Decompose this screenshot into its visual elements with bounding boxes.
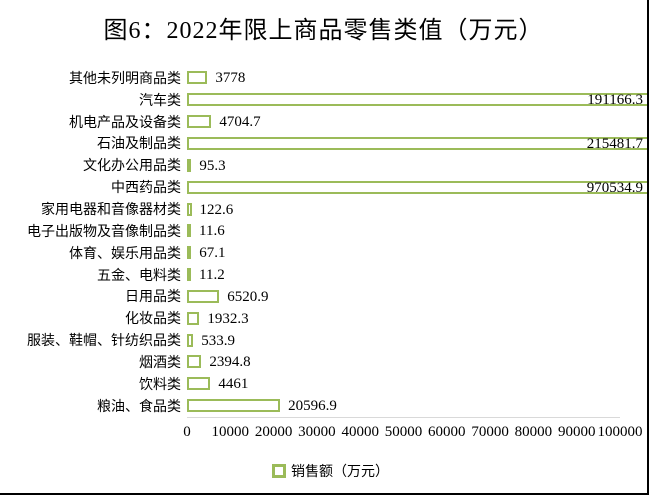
category-label: 机电产品及设备类 bbox=[69, 113, 181, 130]
category-label: 石油及制品类 bbox=[97, 135, 181, 152]
x-tick-label: 70000 bbox=[471, 424, 509, 440]
category-label: 文化办公用品类 bbox=[83, 157, 181, 174]
category-label: 中西药品类 bbox=[111, 179, 181, 196]
x-tick-label: 60000 bbox=[428, 424, 466, 440]
bar bbox=[187, 224, 192, 238]
value-label: 2394.8 bbox=[209, 354, 251, 371]
chart-row: 烟酒类 2394.8 bbox=[0, 351, 647, 373]
value-label: 122.6 bbox=[199, 201, 234, 218]
value-label: 215481.7 bbox=[586, 135, 643, 152]
bar bbox=[187, 333, 194, 347]
bar bbox=[187, 399, 281, 413]
category-label: 其他未列明商品类 bbox=[69, 69, 181, 86]
category-label: 化妆品类 bbox=[125, 310, 181, 327]
value-label: 4704.7 bbox=[219, 114, 261, 131]
bar bbox=[187, 115, 212, 129]
value-label: 3778 bbox=[215, 70, 246, 87]
value-label: 95.3 bbox=[199, 157, 226, 174]
bar bbox=[187, 136, 647, 150]
category-label: 家用电器和音像器材类 bbox=[41, 201, 181, 218]
value-label: 191166.3 bbox=[587, 92, 643, 109]
bar bbox=[187, 93, 647, 107]
x-tick-label: 10000 bbox=[211, 424, 250, 440]
x-tick-label: 100000 bbox=[597, 424, 643, 440]
bar bbox=[187, 71, 208, 85]
bar bbox=[187, 180, 647, 194]
chart-row: 家用电器和音像器材类 122.6 bbox=[0, 198, 647, 220]
x-tick-label: 50000 bbox=[384, 424, 423, 440]
category-label: 饮料类 bbox=[139, 375, 181, 392]
value-label: 970534.9 bbox=[586, 179, 643, 196]
category-label: 日用品类 bbox=[125, 288, 181, 305]
bar bbox=[187, 311, 200, 325]
bar bbox=[187, 246, 192, 260]
bar bbox=[187, 158, 192, 172]
legend-entry: 销售额（万元） bbox=[272, 461, 389, 481]
value-label: 533.9 bbox=[201, 332, 236, 349]
chart-row: 文化办公用品类 95.3 bbox=[0, 154, 647, 176]
x-tick-label: 90000 bbox=[557, 424, 596, 440]
chart-row: 粮油、食品类 20596.9 bbox=[0, 395, 647, 417]
category-label: 五金、电料类 bbox=[97, 266, 181, 283]
value-label: 1932.3 bbox=[207, 310, 249, 327]
value-label: 67.1 bbox=[199, 245, 226, 262]
category-label: 电子出版物及音像制品类 bbox=[27, 222, 181, 239]
value-label: 20596.9 bbox=[288, 398, 337, 415]
chart-row: 服装、鞋帽、针纺织品类 533.9 bbox=[0, 329, 647, 351]
chart-row: 机电产品及设备类 4704.7 bbox=[0, 111, 647, 133]
chart-row: 五金、电料类 11.2 bbox=[0, 264, 647, 286]
x-tick-label: 30000 bbox=[298, 424, 336, 440]
legend-swatch-icon bbox=[272, 464, 286, 478]
chart-row: 石油及制品类 215481.7 bbox=[0, 133, 647, 155]
x-tick-label: 40000 bbox=[341, 424, 379, 440]
bar bbox=[187, 202, 192, 216]
x-tick-label: 20000 bbox=[254, 424, 293, 440]
category-label: 体育、娱乐用品类 bbox=[69, 244, 181, 261]
x-tick-label: 0 bbox=[183, 424, 191, 440]
chart-row: 化妆品类 1932.3 bbox=[0, 307, 647, 329]
chart-row: 饮料类 4461 bbox=[0, 373, 647, 395]
chart-row: 其他未列明商品类 3778 bbox=[0, 67, 647, 89]
category-label: 汽车类 bbox=[139, 91, 181, 108]
chart-row: 电子出版物及音像制品类 11.6 bbox=[0, 220, 647, 242]
bar bbox=[187, 377, 211, 391]
category-label: 粮油、食品类 bbox=[97, 397, 181, 414]
chart-row: 中西药品类 970534.9 bbox=[0, 176, 647, 198]
value-label: 11.6 bbox=[199, 223, 225, 240]
bar bbox=[187, 289, 220, 303]
chart-row: 体育、娱乐用品类 67.1 bbox=[0, 242, 647, 264]
chart-title: 图6：2022年限上商品零售类值（万元） bbox=[103, 18, 544, 44]
category-label: 服装、鞋帽、针纺织品类 bbox=[27, 332, 181, 349]
bar bbox=[187, 268, 192, 282]
value-label: 4461 bbox=[218, 376, 249, 393]
category-label: 烟酒类 bbox=[139, 353, 181, 370]
legend-label: 销售额（万元） bbox=[291, 463, 389, 479]
value-label: 11.2 bbox=[199, 267, 225, 284]
x-axis-line bbox=[187, 417, 620, 418]
x-tick-label: 80000 bbox=[514, 424, 553, 440]
bar bbox=[187, 355, 202, 369]
value-label: 6520.9 bbox=[227, 288, 269, 305]
chart-row: 汽车类 191166.3 bbox=[0, 89, 647, 111]
legend: 销售额（万元） bbox=[0, 461, 647, 481]
chart-row: 日用品类 6520.9 bbox=[0, 286, 647, 308]
